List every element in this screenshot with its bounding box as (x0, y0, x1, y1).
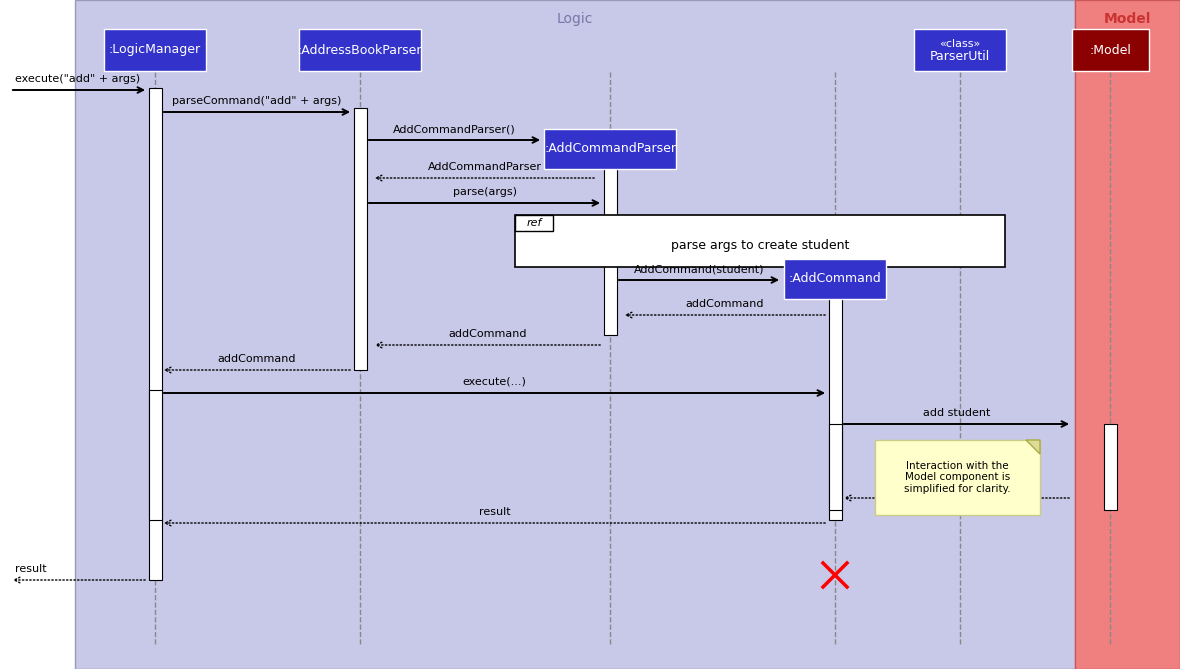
Text: Model: Model (1103, 12, 1152, 26)
Text: execute("add" + args): execute("add" + args) (15, 74, 140, 84)
Text: ref: ref (526, 218, 542, 228)
Text: :LogicManager: :LogicManager (109, 43, 201, 56)
Bar (514, 215, 1005, 267)
Text: AddCommandParser(): AddCommandParser() (393, 124, 516, 134)
Text: add student: add student (923, 408, 990, 418)
Bar (354, 108, 367, 370)
Text: addCommand: addCommand (448, 329, 526, 339)
Text: :AddCommandParser: :AddCommandParser (544, 142, 676, 155)
Bar (876, 440, 1040, 515)
FancyBboxPatch shape (299, 29, 421, 71)
Text: AddCommand(student): AddCommand(student) (634, 264, 765, 274)
Text: «class»: «class» (939, 39, 981, 49)
Polygon shape (1025, 440, 1040, 454)
FancyBboxPatch shape (914, 29, 1007, 71)
Bar (603, 140, 616, 335)
Text: result: result (479, 507, 510, 517)
Bar (1075, 0, 1180, 669)
Text: Interaction with the
Model component is
simplified for clarity.: Interaction with the Model component is … (904, 461, 1011, 494)
Text: AddCommandParser: AddCommandParser (427, 162, 542, 172)
Bar (514, 215, 553, 231)
Text: :Model: :Model (1089, 43, 1130, 56)
Bar (828, 424, 841, 510)
Text: :AddressBookParser: :AddressBookParser (297, 43, 422, 56)
Bar (149, 390, 162, 520)
Text: execute(...): execute(...) (463, 377, 526, 387)
Text: parseCommand("add" + args): parseCommand("add" + args) (172, 96, 342, 106)
Bar (828, 270, 841, 520)
FancyBboxPatch shape (784, 259, 886, 299)
Text: :AddCommand: :AddCommand (788, 272, 881, 286)
Bar (76, 0, 1075, 669)
FancyBboxPatch shape (1071, 29, 1148, 71)
FancyBboxPatch shape (544, 129, 676, 169)
Bar (1103, 424, 1116, 510)
Text: ParserUtil: ParserUtil (930, 50, 990, 64)
Text: result: result (940, 482, 972, 492)
Text: Logic: Logic (557, 12, 594, 26)
FancyBboxPatch shape (104, 29, 206, 71)
Text: parse(args): parse(args) (452, 187, 517, 197)
Text: result: result (15, 564, 47, 574)
Text: addCommand: addCommand (218, 354, 296, 364)
Text: addCommand: addCommand (686, 299, 765, 309)
Text: parse args to create student: parse args to create student (670, 240, 850, 252)
Bar (149, 88, 162, 580)
